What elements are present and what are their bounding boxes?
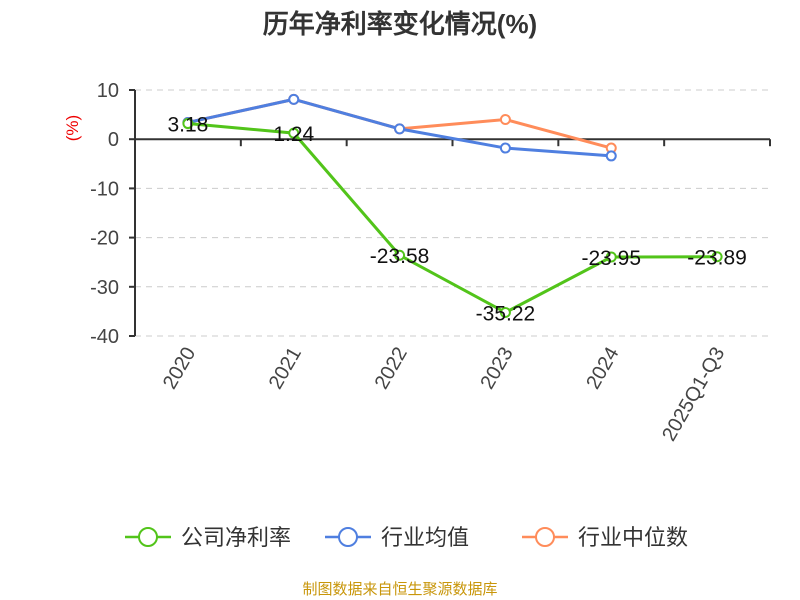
y-tick-label: -10 (90, 178, 119, 200)
chart-title: 历年净利率变化情况(%) (263, 9, 537, 39)
data-point[interactable] (605, 251, 617, 263)
y-axis-label: (%) (63, 115, 82, 141)
data-point[interactable] (499, 142, 511, 154)
x-tick-label: 2020 (159, 344, 200, 394)
legend-marker[interactable] (535, 527, 555, 547)
data-point[interactable] (394, 249, 406, 261)
x-tick-label: 2023 (476, 344, 517, 394)
data-label: -23.58 (370, 245, 430, 268)
data-point[interactable] (711, 251, 723, 263)
x-tick-label: 2022 (371, 344, 412, 394)
x-tick-label: 2024 (582, 344, 623, 394)
series-line (187, 122, 718, 315)
y-tick-label: -30 (90, 277, 119, 299)
data-point[interactable] (288, 93, 300, 105)
legend-marker[interactable] (338, 527, 358, 547)
y-tick-label: -20 (90, 228, 119, 250)
legend-label[interactable]: 行业均值 (381, 525, 469, 550)
data-point[interactable] (605, 150, 617, 162)
legend-label[interactable]: 行业中位数 (578, 525, 688, 550)
data-point[interactable] (394, 123, 406, 135)
data-label: -23.89 (687, 247, 747, 270)
data-point[interactable] (182, 118, 194, 130)
data-point[interactable] (499, 114, 511, 126)
data-label: -35.22 (476, 302, 536, 325)
data-point[interactable] (288, 127, 300, 139)
x-tick-label: 2021 (265, 344, 306, 394)
data-label: 3.18 (167, 114, 208, 137)
y-tick-label: 10 (97, 80, 119, 102)
data-label: -23.95 (581, 247, 641, 270)
legend-label[interactable]: 公司净利率 (181, 525, 291, 550)
source-footer: 制图数据来自恒生聚源数据库 (302, 581, 497, 598)
y-tick-label: -40 (90, 326, 119, 348)
y-tick-label: 0 (108, 129, 119, 151)
x-tick-label: 2025Q1-Q3 (658, 344, 729, 446)
legend-marker[interactable] (138, 527, 158, 547)
data-point[interactable] (499, 306, 511, 318)
data-label: 1.24 (273, 123, 314, 146)
